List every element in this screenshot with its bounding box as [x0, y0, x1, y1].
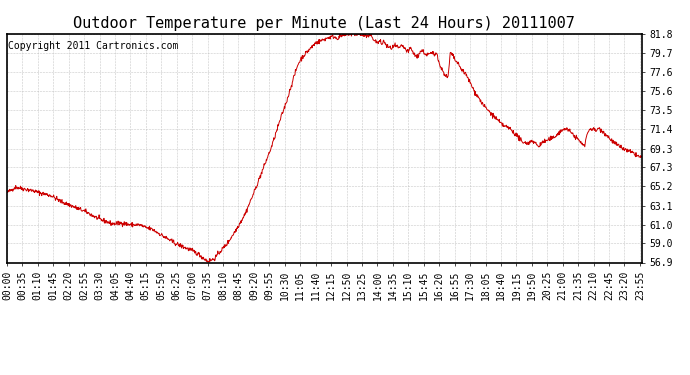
Title: Outdoor Temperature per Minute (Last 24 Hours) 20111007: Outdoor Temperature per Minute (Last 24 …	[73, 16, 575, 31]
Text: Copyright 2011 Cartronics.com: Copyright 2011 Cartronics.com	[8, 40, 179, 51]
